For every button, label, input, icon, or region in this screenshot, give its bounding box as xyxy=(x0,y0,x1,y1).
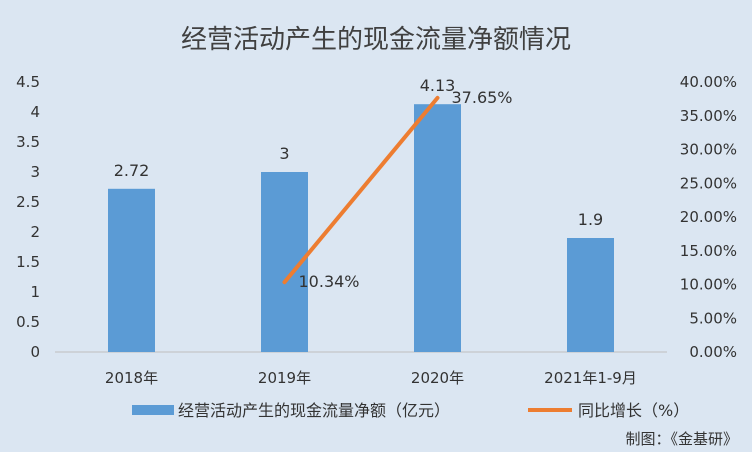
y-left-tick-label: 3 xyxy=(30,163,40,181)
bar xyxy=(414,104,461,352)
growth-line xyxy=(282,95,440,285)
x-tick-label: 2021年1-9月 xyxy=(544,369,637,387)
y-right-tick-label: 10.00% xyxy=(680,276,737,294)
bar xyxy=(108,188,155,352)
y-left-tick-label: 4.5 xyxy=(16,73,40,91)
y-right-tick-label: 40.00% xyxy=(680,73,737,91)
y-right-tick-label: 5.00% xyxy=(689,309,737,327)
x-tick-label: 2020年 xyxy=(411,369,464,387)
chart-title: 经营活动产生的现金流量净额情况 xyxy=(181,25,571,55)
x-tick-label: 2018年 xyxy=(105,369,158,387)
y-left-tick-label: 1.5 xyxy=(16,253,40,271)
bar xyxy=(567,238,614,352)
credit-text: 制图：《金基研》 xyxy=(625,430,738,448)
plot-area: 0 0.5 1 1.5 2 2.5 3 3.5 4 4.5 0.00% 5.00% 10.00% 15.0… xyxy=(16,73,737,387)
y-left-tick-label: 2.5 xyxy=(16,193,40,211)
x-tick-label: 2019年 xyxy=(258,369,311,387)
y-left-tick-label: 3.5 xyxy=(16,133,40,151)
legend-swatch-bar xyxy=(132,405,174,415)
y-left-tick-label: 0 xyxy=(30,343,40,361)
line-data-label: 10.34% xyxy=(299,272,360,291)
y-left-tick-label: 4 xyxy=(30,103,40,121)
y-right-tick-label: 20.00% xyxy=(680,208,737,226)
bar-data-label: 1.9 xyxy=(578,210,603,229)
y-right-tick-label: 30.00% xyxy=(680,141,737,159)
y-left-tick-label: 1 xyxy=(30,283,40,301)
y-left-tick-label: 2 xyxy=(30,223,40,241)
line-data-label: 37.65% xyxy=(452,88,513,107)
y-right-tick-label: 35.00% xyxy=(680,107,737,125)
y-right-tick-label: 25.00% xyxy=(680,174,737,192)
bar-data-label: 3 xyxy=(279,144,289,163)
y-right-tick-label: 15.00% xyxy=(680,242,737,260)
legend-label-line: 同比增长（%） xyxy=(578,401,689,420)
y-left-tick-label: 0.5 xyxy=(16,313,40,331)
bar-data-label: 4.13 xyxy=(420,76,456,95)
legend-label-bar: 经营活动产生的现金流量净额（亿元） xyxy=(178,401,450,420)
legend: 经营活动产生的现金流量净额（亿元） 同比增长（%） xyxy=(132,401,689,420)
y-right-tick-label: 0.00% xyxy=(689,343,737,361)
bar-data-label: 2.72 xyxy=(114,161,150,180)
